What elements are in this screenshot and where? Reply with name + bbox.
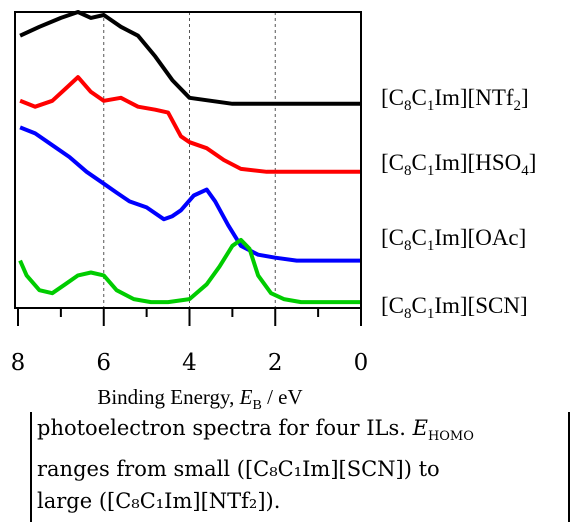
caption-line-2: ranges from small ([C₈C₁Im][SCN]) to [37, 457, 440, 482]
x-tick-label-6: 6 [96, 350, 111, 376]
series-lines [18, 10, 361, 305]
legend: [C8C1Im][NTf2] [C8C1Im][HSO4] [C8C1Im][OAc… [381, 85, 536, 322]
x-tick-label-4: 4 [182, 350, 197, 376]
x-tick-label-2: 2 [268, 350, 283, 376]
plot-frame [14, 11, 362, 309]
x-axis-title: Binding Energy, EB / eV [97, 385, 302, 412]
caption-line-3: large ([C₈C₁Im][NTf₂]). [37, 489, 281, 514]
series-line-2 [19, 125, 361, 263]
figure-caption: photoelectron spectra for four ILs. EHOM… [30, 412, 570, 522]
gridlines [103, 12, 276, 308]
caption-line-1: photoelectron spectra for four ILs. EHOM… [37, 416, 474, 445]
x-axis-ticks: 8 6 4 2 0 [11, 308, 369, 376]
series-line-0 [19, 10, 361, 106]
legend-label-1: [C8C1Im][HSO4] [381, 150, 536, 179]
x-tick-label-8: 8 [11, 350, 26, 376]
x-tick-label-0: 0 [354, 350, 369, 376]
legend-label-0: [C8C1Im][NTf2] [381, 85, 529, 114]
series-line-3 [18, 237, 361, 305]
legend-label-2: [C8C1Im][OAc] [381, 225, 526, 254]
legend-label-3: [C8C1Im][SCN] [381, 293, 528, 322]
series-line-1 [19, 75, 361, 174]
